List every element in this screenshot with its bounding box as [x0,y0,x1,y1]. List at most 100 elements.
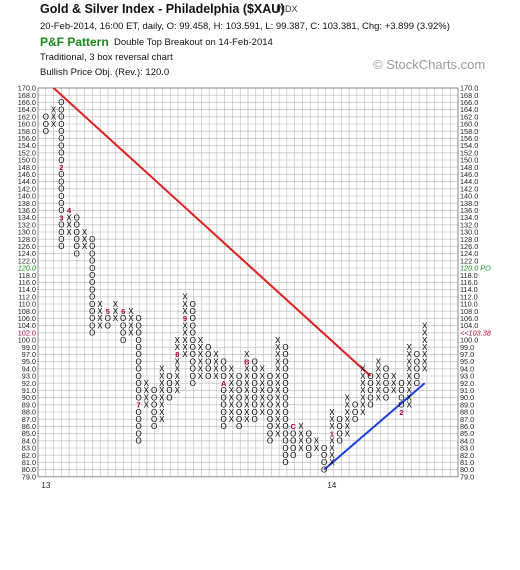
o-mark: O [151,408,157,417]
o-mark: O [282,458,288,467]
y-tick-label: 112.0 [18,292,36,301]
y-tick-label: 93.0 [22,372,36,381]
o-mark: O [89,271,95,280]
y-tick-label: 97.0 [22,350,36,359]
o-mark: O [190,307,196,316]
x-mark: X [391,372,397,381]
pf-column: XXX [391,372,397,395]
y-tick-label: 146.0 [18,170,36,179]
x-mark: X [275,408,281,417]
o-mark: O [236,393,242,402]
o-mark: O [89,300,95,309]
x-mark: X [329,422,335,431]
x-mark: X [422,321,428,330]
o-mark: O [205,343,211,352]
x-mark: X [229,401,235,410]
y-tick-label: 84.0 [22,436,36,445]
x-mark: X [275,415,281,424]
y-tick-label: 87.0 [22,415,36,424]
y-tick-label: 164.0 [460,105,478,114]
month-marker: A [221,379,227,388]
y-tick-label: 110.0 [18,300,36,309]
x-mark: X [198,350,204,359]
o-mark: O [236,386,242,395]
x-mark: X [229,372,235,381]
o-mark: O [336,429,342,438]
o-mark: O [336,437,342,446]
x-mark: X [360,401,366,410]
o-mark: O [190,350,196,359]
y-tick-label: 120.0 [18,264,36,273]
o-mark: O [190,343,196,352]
y-tick-label: 90.0 [22,393,36,402]
y-tick-label: 95.0 [22,357,36,366]
o-mark: O [282,386,288,395]
o-mark: O [383,379,389,388]
o-mark: O [89,264,95,273]
chart-title: Gold & Silver Index - Philadelphia ($XAU… [40,2,285,16]
o-mark: O [367,386,373,395]
o-mark: O [251,379,257,388]
o-mark: O [43,127,49,136]
x-mark: X [244,386,250,395]
x-mark: X [244,401,250,410]
x-mark: X [360,372,366,381]
o-mark: O [74,235,80,244]
o-mark: O [205,350,211,359]
y-tick-label: 79.0 [460,472,474,481]
x-tick-label: 13 [41,481,50,490]
o-mark: O [267,372,273,381]
x-mark: X [66,213,72,222]
x-mark: X [376,372,382,381]
o-mark: O [89,285,95,294]
y-tick-label: 102.0 [18,328,36,337]
o-mark: O [221,422,227,431]
o-mark: O [89,235,95,244]
o-mark: O [306,437,312,446]
x-mark: X [244,393,250,402]
x-mark: X [329,415,335,424]
y-tick-label: 128.0 [460,235,478,244]
y-tick-label: 150.0 [18,156,36,165]
y-tick-label: 168.0 [18,91,36,100]
o-mark: O [74,228,80,237]
o-mark: O [190,357,196,366]
o-mark: O [190,321,196,330]
x-mark: X [175,357,181,366]
o-mark: O [251,408,257,417]
o-mark: O [251,365,257,374]
x-mark: X [159,401,165,410]
x-mark: X [82,242,88,251]
o-mark: O [267,393,273,402]
y-tick-label: 92.0 [460,379,474,388]
y-tick-label: 108.0 [18,307,36,316]
x-mark: X [182,329,188,338]
o-mark: O [267,429,273,438]
o-mark: O [166,372,172,381]
x-mark: X [329,458,335,467]
x-mark: X [97,314,103,323]
o-mark: O [251,401,257,410]
y-tick-label: 88.0 [22,408,36,417]
y-tick-label: 87.0 [460,415,474,424]
x-mark: X [422,336,428,345]
pattern-label: P&F Pattern [40,35,109,49]
o-mark: O [151,386,157,395]
x-mark: X [175,365,181,374]
month-marker: 7 [137,401,141,410]
y-tick-label: 82.0 [22,451,36,460]
o-mark: O [414,357,420,366]
y-tick-label: 118.0 [460,271,478,280]
y-tick-label: 80.0 [22,465,36,474]
o-mark: O [321,444,327,453]
